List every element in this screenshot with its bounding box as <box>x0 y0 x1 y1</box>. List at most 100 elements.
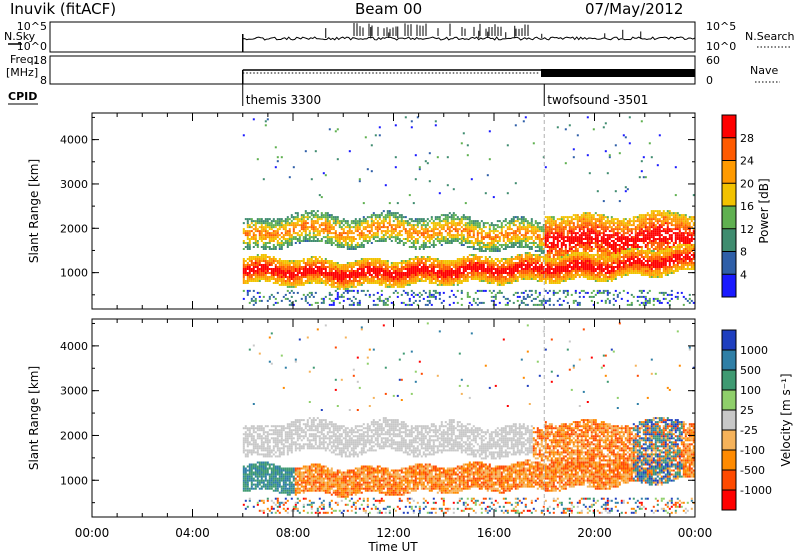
heatmap-cell <box>432 282 435 284</box>
heatmap-cell <box>504 268 507 270</box>
heatmap-cell <box>398 220 401 223</box>
heatmap-cell <box>602 214 605 217</box>
heatmap-cell <box>456 272 459 274</box>
heatmap-cell <box>242 276 245 278</box>
heatmap-cell <box>318 274 321 276</box>
heatmap-cell <box>488 232 491 235</box>
heatmap-cell <box>318 276 321 278</box>
heatmap-cell <box>604 289 607 292</box>
heatmap-cell <box>584 268 587 270</box>
heatmap-cell <box>456 283 459 286</box>
heatmap-cell <box>364 280 367 282</box>
heatmap-cell <box>310 303 313 306</box>
heatmap-cell <box>558 248 561 250</box>
heatmap-cell <box>464 242 467 244</box>
heatmap-cell <box>270 258 273 260</box>
heatmap-cell <box>598 220 601 223</box>
heatmap-cell <box>552 276 555 278</box>
heatmap-cell <box>494 236 497 239</box>
heatmap-cell <box>478 242 481 244</box>
heatmap-cell <box>528 224 531 227</box>
heatmap-cell <box>606 278 609 280</box>
heatmap-cell <box>492 274 495 276</box>
heatmap-cell <box>304 264 307 266</box>
heatmap-cell <box>458 242 461 244</box>
heatmap-cell <box>302 214 305 217</box>
heatmap-cell <box>346 264 349 266</box>
heatmap-cell <box>476 236 479 239</box>
heatmap-cell <box>584 264 587 266</box>
heatmap-cell <box>508 266 511 268</box>
heatmap-cell <box>588 258 591 260</box>
heatmap-cell <box>296 283 299 286</box>
heatmap-cell <box>280 232 283 235</box>
heatmap-cell <box>556 282 559 284</box>
heatmap-cell <box>440 262 443 264</box>
heatmap-cell <box>466 274 469 276</box>
heatmap-cell <box>480 230 483 233</box>
heatmap-cell <box>496 283 499 286</box>
heatmap-cell <box>588 240 591 242</box>
heatmap-cell <box>538 280 541 282</box>
heatmap-cell <box>340 283 343 286</box>
heatmap-cell <box>538 256 541 258</box>
heatmap-cell <box>334 222 337 225</box>
heatmap-cell <box>510 240 513 242</box>
heatmap-cell <box>566 218 569 221</box>
heatmap-cell <box>552 282 555 284</box>
heatmap-cell <box>468 295 471 298</box>
heatmap-cell <box>302 240 305 242</box>
heatmap-cell <box>584 218 587 221</box>
heatmap-cell <box>510 278 513 280</box>
heatmap-cell <box>418 268 421 270</box>
heatmap-cell <box>380 238 383 240</box>
heatmap-cell <box>408 232 411 235</box>
freq-tick-bottom: 8 <box>40 74 47 87</box>
heatmap-cell <box>436 228 439 231</box>
heatmap-cell <box>520 218 523 221</box>
heatmap-cell <box>430 295 433 298</box>
heatmap-cell <box>488 244 491 246</box>
heatmap-cell <box>566 236 569 239</box>
heatmap-cell <box>428 256 431 258</box>
heatmap-cell <box>286 240 289 242</box>
heatmap-cell <box>496 248 499 250</box>
heatmap-cell <box>394 274 397 276</box>
heatmap-cell <box>250 274 253 276</box>
heatmap-cell <box>452 240 455 242</box>
heatmap-cell <box>420 234 423 237</box>
heatmap-cell <box>418 248 421 250</box>
heatmap-cell <box>460 303 463 306</box>
heatmap-cell <box>518 236 521 239</box>
heatmap-cell <box>572 222 575 225</box>
heatmap-cell <box>286 266 289 268</box>
heatmap-cell <box>346 246 349 248</box>
heatmap-cell <box>364 260 367 262</box>
heatmap-cell <box>444 280 447 282</box>
heatmap-cell <box>414 248 417 250</box>
heatmap-cell <box>330 283 333 286</box>
heatmap-cell <box>244 260 247 262</box>
heatmap-cell <box>496 260 499 262</box>
heatmap-cell <box>432 224 435 227</box>
heatmap-cell <box>330 299 333 302</box>
heatmap-cell <box>482 222 485 225</box>
heatmap-cell <box>392 232 395 235</box>
heatmap-cell <box>316 274 319 276</box>
heatmap-cell <box>392 230 395 233</box>
heatmap-cell <box>246 264 249 266</box>
heatmap-cell <box>578 268 581 270</box>
heatmap-cell <box>478 272 481 274</box>
heatmap-cell <box>450 260 453 262</box>
heatmap-cell <box>534 254 537 256</box>
heatmap-cell <box>458 234 461 237</box>
heatmap-cell <box>516 272 519 274</box>
heatmap-cell <box>386 268 389 270</box>
heatmap-cell <box>610 228 613 231</box>
heatmap-cell <box>548 216 551 219</box>
heatmap-cell <box>578 256 581 258</box>
heatmap-cell <box>356 289 359 292</box>
heatmap-cell <box>302 220 305 223</box>
heatmap-cell <box>266 260 269 262</box>
heatmap-cell <box>568 228 571 231</box>
